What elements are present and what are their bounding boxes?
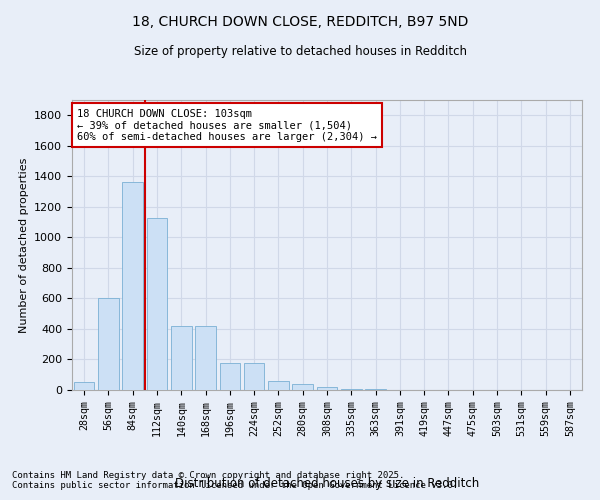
Bar (365, 389, 386, 390)
Text: 18, CHURCH DOWN CLOSE, REDDITCH, B97 5ND: 18, CHURCH DOWN CLOSE, REDDITCH, B97 5ND (132, 15, 468, 29)
Text: 18 CHURCH DOWN CLOSE: 103sqm
← 39% of detached houses are smaller (1,504)
60% of: 18 CHURCH DOWN CLOSE: 103sqm ← 39% of de… (77, 108, 377, 142)
Y-axis label: Number of detached properties: Number of detached properties (19, 158, 29, 332)
Bar (74, 382, 94, 390)
Bar (220, 362, 240, 390)
X-axis label: Distribution of detached houses by size in Redditch: Distribution of detached houses by size … (175, 478, 479, 490)
Bar (122, 182, 143, 390)
Bar (244, 362, 265, 390)
Text: Size of property relative to detached houses in Redditch: Size of property relative to detached ho… (133, 45, 467, 58)
Text: Contains HM Land Registry data © Crown copyright and database right 2025.
Contai: Contains HM Land Registry data © Crown c… (12, 470, 458, 490)
Bar (146, 218, 167, 390)
Bar (341, 389, 362, 390)
Bar (171, 326, 191, 390)
Bar (292, 384, 313, 390)
Bar (268, 381, 289, 390)
Bar (317, 387, 337, 390)
Bar (195, 326, 216, 390)
Bar (98, 298, 119, 390)
